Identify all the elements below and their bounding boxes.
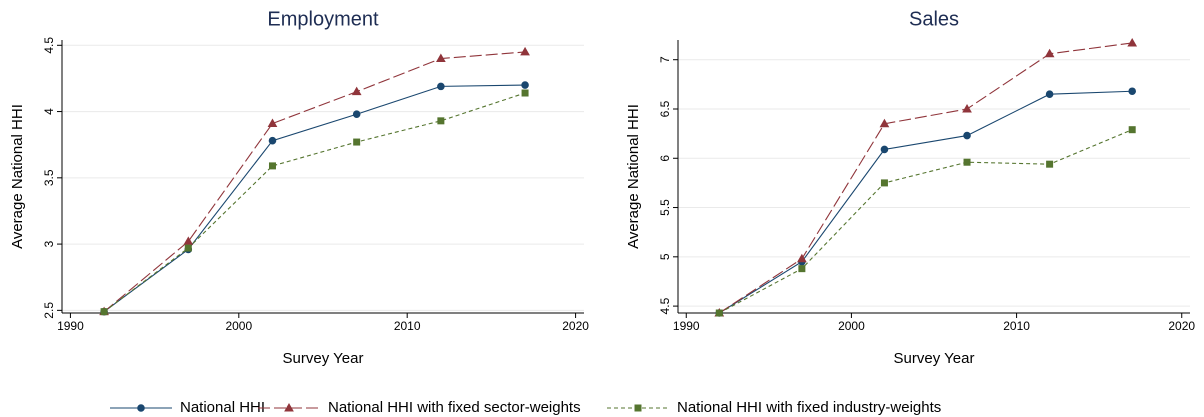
point — [1045, 90, 1054, 99]
point — [351, 86, 362, 96]
y-tick-label: 5 — [658, 253, 672, 260]
point — [963, 158, 971, 166]
point — [268, 162, 276, 170]
point — [879, 118, 890, 128]
y-tick-label: 2.5 — [42, 302, 56, 319]
point — [715, 309, 723, 317]
point — [963, 131, 971, 140]
legend-label: National HHI with fixed sector-weights — [328, 399, 581, 416]
point — [437, 117, 445, 125]
point — [1127, 37, 1138, 47]
x-tick-label: 1990 — [673, 319, 700, 333]
point — [267, 118, 278, 127]
x-axis-title: Survey Year — [283, 350, 364, 367]
point — [962, 103, 972, 113]
series-line — [719, 129, 1133, 314]
x-tick-label: 2010 — [394, 319, 421, 333]
y-axis-title: Average National HHI — [625, 104, 642, 249]
x-tick-label: 2020 — [1168, 319, 1195, 333]
point — [1128, 126, 1136, 134]
point — [437, 82, 445, 91]
series-line — [103, 84, 526, 313]
y-tick-label: 4.5 — [658, 297, 672, 314]
point — [100, 308, 108, 316]
x-tick-label: 2000 — [225, 319, 252, 333]
chart-title: Employment — [267, 8, 379, 30]
legend-label: National HHI with fixed industry-weights — [677, 399, 941, 416]
y-tick-label: 5.5 — [658, 199, 672, 216]
y-tick-label: 6 — [658, 155, 672, 162]
point — [1046, 160, 1054, 168]
x-tick-label: 2010 — [1003, 319, 1030, 333]
y-tick-label: 3.5 — [42, 169, 56, 186]
point — [352, 110, 361, 119]
point — [184, 244, 192, 252]
point — [880, 179, 888, 187]
point — [284, 402, 294, 412]
y-tick-label: 6.5 — [658, 100, 672, 117]
point — [436, 53, 446, 63]
y-tick-label: 4 — [42, 108, 56, 115]
series-line — [719, 90, 1133, 314]
y-tick-label: 3 — [42, 240, 56, 247]
point — [183, 236, 194, 245]
point — [797, 253, 807, 263]
point — [880, 145, 889, 154]
point — [1044, 48, 1055, 58]
legend-label: National HHI — [180, 399, 265, 416]
point — [521, 89, 529, 97]
point — [268, 136, 277, 145]
x-tick-label: 2020 — [562, 319, 589, 333]
y-tick-label: 4.5 — [42, 37, 56, 54]
point — [520, 46, 530, 56]
point — [634, 404, 642, 412]
y-axis-title: Average National HHI — [9, 104, 26, 249]
x-tick-label: 1990 — [57, 319, 84, 333]
point — [521, 81, 529, 89]
x-axis-title: Survey Year — [894, 350, 975, 367]
chart-title: Sales — [909, 8, 959, 30]
x-tick-label: 2000 — [838, 319, 865, 333]
point — [137, 404, 145, 412]
series-line — [103, 92, 526, 313]
y-tick-label: 7 — [658, 56, 672, 63]
point — [798, 265, 806, 273]
point — [1128, 87, 1136, 96]
point — [353, 138, 361, 146]
series-line — [103, 51, 526, 313]
series-line — [718, 42, 1133, 314]
